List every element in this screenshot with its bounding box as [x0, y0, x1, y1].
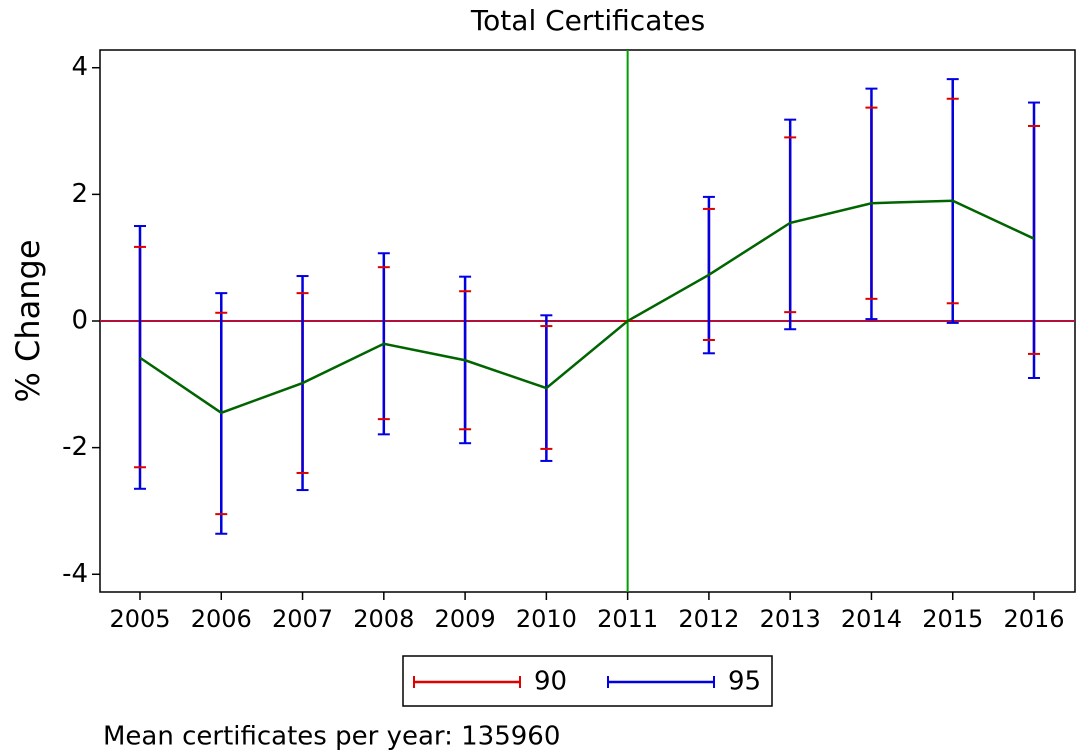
x-tick-label: 2011 — [597, 605, 658, 633]
chart-title: Total Certificates — [470, 4, 705, 37]
x-tick-label: 2005 — [109, 605, 170, 633]
x-tick-label: 2008 — [353, 605, 414, 633]
y-tick-label: 0 — [71, 306, 88, 336]
y-tick-label: -4 — [62, 559, 88, 589]
estimate-line — [139, 199, 1035, 415]
y-tick-label: -2 — [62, 432, 88, 462]
x-tick-label: 2007 — [272, 605, 333, 633]
x-tick-label: 2009 — [435, 605, 496, 633]
x-tick-label: 2016 — [1003, 605, 1064, 633]
y-tick-label: 2 — [71, 179, 88, 209]
legend-label: 95 — [728, 667, 761, 697]
footnote: Mean certificates per year: 135960 — [103, 722, 560, 752]
y-tick-label: 4 — [71, 52, 88, 82]
x-tick-label: 2013 — [760, 605, 821, 633]
x-tick-label: 2015 — [922, 605, 983, 633]
x-tick-label: 2010 — [516, 605, 577, 633]
legend-label: 90 — [534, 667, 567, 697]
y-axis-label: % Change — [9, 239, 47, 402]
x-tick-label: 2014 — [841, 605, 902, 633]
x-tick-label: 2012 — [678, 605, 739, 633]
x-tick-label: 2006 — [191, 605, 252, 633]
